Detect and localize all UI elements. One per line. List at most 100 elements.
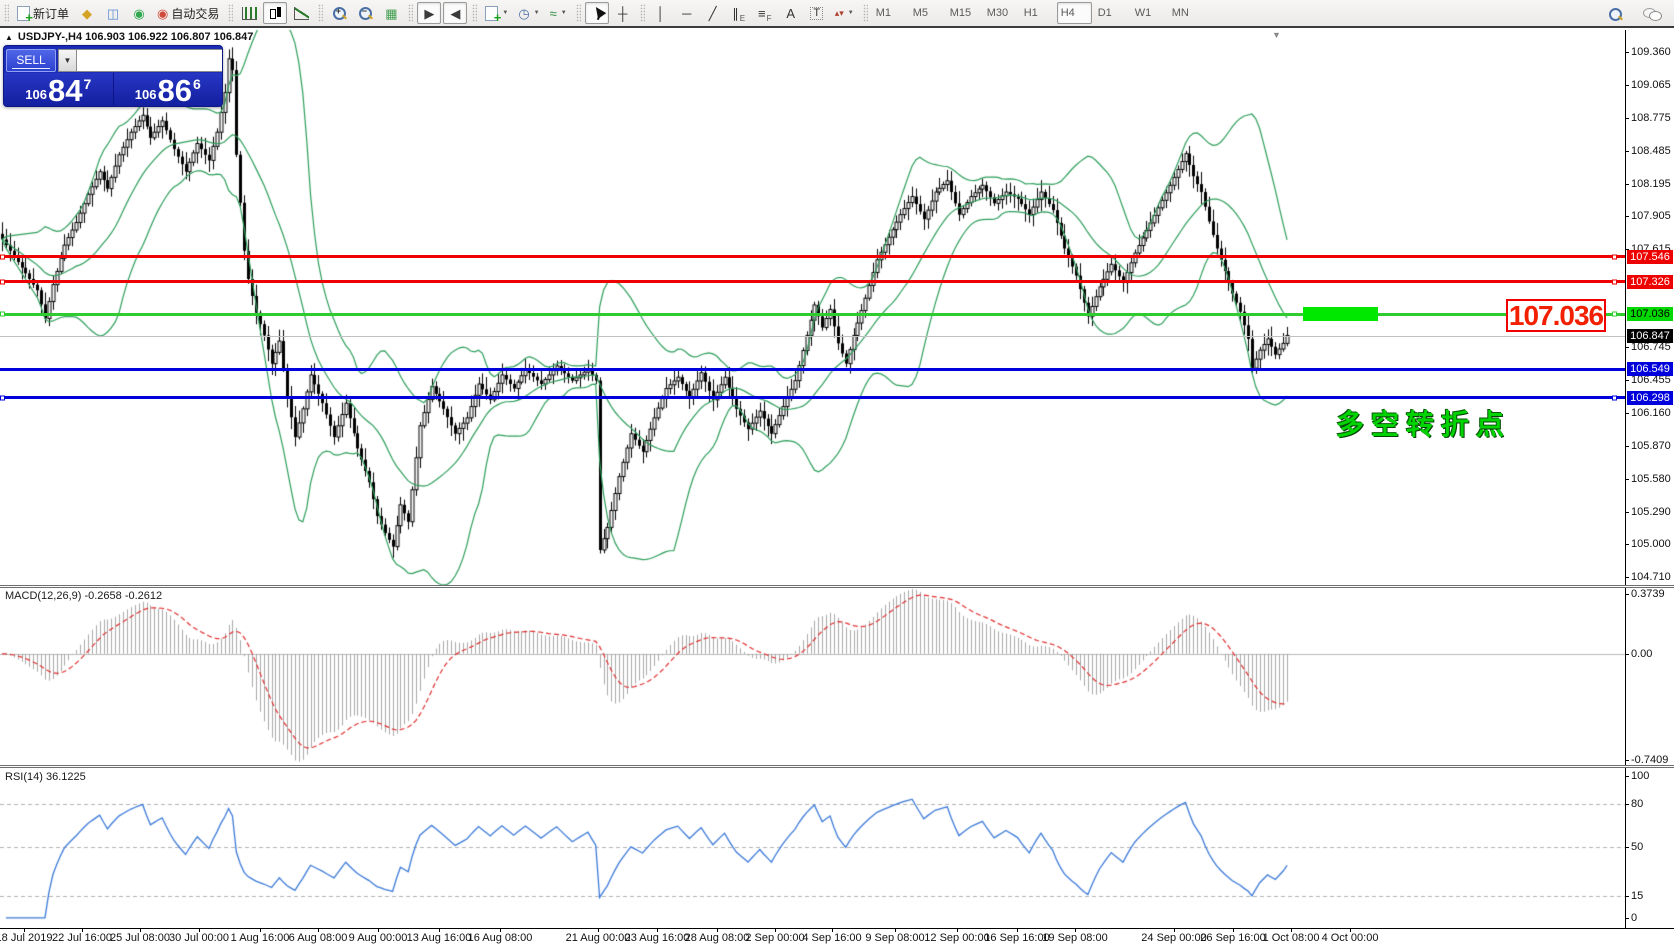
price-tick-label: 108.775 — [1631, 112, 1671, 125]
line-anchor[interactable] — [0, 279, 5, 285]
volume-decrease-button[interactable]: ▼ — [58, 49, 77, 72]
zoom-out-button[interactable]: − — [353, 2, 377, 24]
toolbar-group-handle[interactable] — [408, 4, 414, 22]
toolbar-group-handle[interactable] — [4, 4, 9, 22]
templates-button[interactable]: ▼ — [481, 2, 512, 25]
chinese-annotation-text[interactable]: 多空转折点 — [1336, 409, 1512, 440]
panel-divider-macd-rsi[interactable] — [0, 765, 1674, 768]
templates-button-caret-icon[interactable]: ▼ — [502, 10, 509, 16]
fibonacci-button[interactable]: ≡ F — [753, 2, 777, 24]
price-tick-label: 105.580 — [1631, 472, 1671, 485]
profiles-button[interactable]: ◫ — [101, 2, 125, 24]
panel-divider-main-macd[interactable] — [0, 585, 1674, 588]
buy-price[interactable]: 106 86 6 — [113, 73, 222, 106]
zoom-in-button[interactable]: + — [327, 2, 351, 24]
cursor-button[interactable] — [584, 2, 609, 24]
price-tick-label: 106.160 — [1631, 407, 1671, 420]
price-tick-label: 105.870 — [1631, 440, 1671, 453]
line-anchor[interactable] — [1612, 279, 1617, 285]
horizontal-line-object[interactable] — [0, 279, 1625, 285]
tile-windows-button[interactable]: ▦ — [379, 2, 403, 24]
chat-button[interactable] — [1639, 3, 1665, 25]
time-tick-label: 12 Sep 00:00 — [924, 932, 990, 944]
horizontal-line-object[interactable] — [0, 311, 1625, 317]
auto-scroll-button[interactable]: ▶ — [417, 2, 442, 24]
text-label-button[interactable]: T — [805, 2, 829, 24]
toolbar-group-handle[interactable] — [575, 4, 581, 22]
line-anchor[interactable] — [1612, 254, 1617, 260]
horizontal-line-object[interactable] — [0, 367, 1625, 371]
price-tick-label: 108.485 — [1631, 144, 1671, 157]
horizontal-line-button[interactable]: ─ — [675, 2, 699, 24]
chart-shift-marker-icon[interactable]: ▼ — [1272, 30, 1281, 40]
price-tick-mark — [1625, 577, 1629, 579]
macd-tick-label: 0.3739 — [1631, 588, 1665, 600]
candlestick-chart-button[interactable] — [263, 2, 288, 24]
line-chart-icon — [293, 6, 309, 20]
timeframe-h4[interactable]: H4 — [1056, 2, 1092, 24]
toolbar-group-handle[interactable] — [862, 4, 868, 22]
timeframe-m30[interactable]: M30 — [983, 2, 1018, 24]
toolbar-group-handle[interactable] — [228, 4, 234, 22]
sell-price[interactable]: 106 84 7 — [4, 73, 114, 106]
line-anchor[interactable] — [0, 254, 5, 260]
timeframe-mn[interactable]: MN — [1168, 2, 1203, 24]
eraser-button[interactable]: ◆ — [75, 2, 99, 24]
rsi-indicator-label: RSI(14) 36.1225 — [5, 771, 86, 783]
time-tick-label: 16 Sep 16:00 — [984, 932, 1050, 944]
price-callout-box[interactable]: 107.036 — [1506, 299, 1606, 332]
arrows-button[interactable]: ▴▾ ▼ — [831, 2, 858, 24]
text-button[interactable]: A — [779, 2, 803, 24]
horizontal-line-object[interactable] — [0, 254, 1625, 260]
bid-price-line — [0, 335, 1625, 337]
price-tick-mark — [1625, 446, 1629, 448]
timeframe-m15[interactable]: M15 — [946, 2, 981, 24]
candlestick-chart-icon — [268, 6, 283, 21]
autotrade-button[interactable]: ◉ 自动交易 — [153, 2, 223, 24]
signal-button[interactable]: ◉ — [127, 2, 151, 24]
period-button-caret-icon[interactable]: ▼ — [533, 10, 540, 16]
chart-shift-button[interactable]: ◀ — [443, 2, 468, 24]
timeframe-m1[interactable]: M1 — [872, 2, 907, 24]
timeframe-w1[interactable]: W1 — [1131, 2, 1166, 24]
price-tick-label: 105.290 — [1631, 505, 1671, 518]
new-order-button[interactable]: 新订单 — [13, 2, 73, 25]
horizontal-line-object[interactable] — [0, 395, 1625, 401]
search-button[interactable] — [1603, 3, 1627, 25]
trendline-button[interactable]: ╱ — [701, 2, 725, 24]
crosshair-button[interactable]: ┼ — [611, 2, 635, 24]
line-anchor[interactable] — [1612, 311, 1617, 317]
timeframe-d1[interactable]: D1 — [1094, 2, 1129, 24]
toolbar-group-handle[interactable] — [639, 4, 645, 22]
highlight-rectangle-object[interactable] — [1303, 307, 1378, 322]
sell-button[interactable]: SELL — [6, 49, 56, 72]
volume-input[interactable] — [77, 49, 222, 72]
search-icon — [1608, 7, 1623, 22]
channel-button-sub: E — [739, 14, 746, 23]
timeframe-m5[interactable]: M5 — [909, 2, 944, 24]
rsi-tick-mark — [1625, 803, 1629, 805]
channel-button[interactable]: ∥ E — [727, 2, 751, 24]
line-anchor[interactable] — [0, 395, 5, 401]
toolbar-group-handle[interactable] — [318, 4, 324, 22]
symbol-header[interactable]: ▲ USDJPY-,H4 106.903 106.922 106.807 106… — [5, 31, 253, 43]
bar-chart-button[interactable] — [237, 2, 261, 24]
chat-icon — [1643, 7, 1662, 21]
toolbar-group-handle[interactable] — [472, 4, 478, 22]
timeframe-h1[interactable]: H1 — [1020, 2, 1055, 24]
indicators-button-caret-icon[interactable]: ▼ — [560, 10, 567, 16]
text-icon: A — [786, 5, 796, 21]
indicators-button[interactable]: ≈ ▼ — [546, 2, 571, 24]
line-anchor[interactable] — [0, 311, 5, 317]
collapse-icon[interactable]: ▲ — [5, 32, 13, 42]
time-tick-mark — [199, 928, 200, 932]
macd-tick-mark — [1625, 594, 1629, 595]
period-button[interactable]: ◷ ▼ — [514, 2, 543, 24]
channel-icon: ∥ — [732, 5, 739, 21]
arrows-button-caret-icon[interactable]: ▼ — [847, 10, 854, 16]
vertical-line-button[interactable]: │ — [649, 2, 673, 24]
line-anchor[interactable] — [1612, 395, 1617, 401]
price-tick-mark — [1625, 544, 1629, 546]
line-chart-button[interactable] — [289, 2, 313, 24]
